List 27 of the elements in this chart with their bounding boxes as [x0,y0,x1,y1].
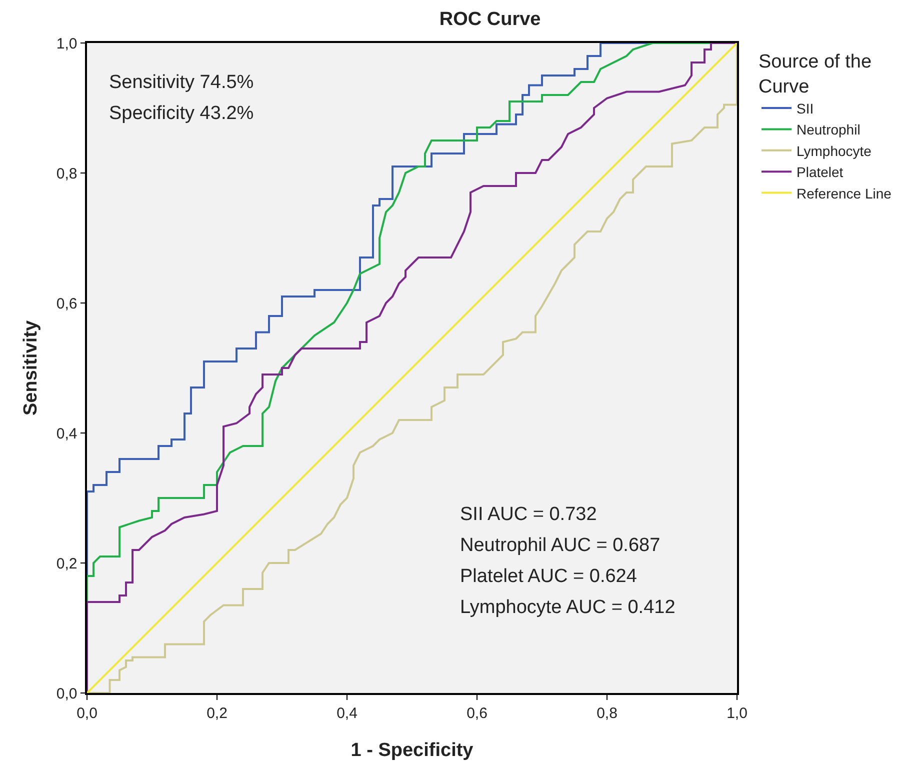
x-tick-label: 0,4 [336,704,358,722]
y-axis-title: Sensitivity [20,320,42,416]
x-tick-label: 1,0 [726,704,748,722]
legend-label: SII [796,100,814,116]
legend-title: Source of the Curve [758,52,872,98]
x-tick-label: 0,0 [76,704,98,722]
annotation: Neutrophil AUC = 0.687 [460,535,660,556]
y-tick-label: 0,6 [56,295,78,312]
x-axis-title: 1 - Specificity [350,740,474,762]
y-tick-label: 0,2 [56,555,78,572]
legend-label: Platelet [796,164,844,180]
legend-label: Neutrophil [796,122,860,138]
chart-title: ROC Curve [439,8,541,30]
y-tick-label: 0,4 [56,425,78,442]
annotation: SII AUC = 0.732 [460,504,597,525]
x-tick-label: 0,8 [596,704,618,722]
x-tick-label: 0,6 [466,704,488,722]
y-tick-label: 1,0 [56,35,78,52]
legend-label: Lymphocyte [796,142,872,159]
annotation: Sensitivity 74.5% [109,72,254,93]
y-tick-label: 0,8 [56,165,78,182]
x-tick-label: 0,2 [206,704,228,722]
annotation: Lymphocyte AUC = 0.412 [460,597,676,618]
annotation: Platelet AUC = 0.624 [460,566,638,587]
legend-label: Reference Line [796,185,892,202]
annotation: Specificity 43.2% [109,103,254,124]
y-tick-label: 0,0 [56,685,78,702]
